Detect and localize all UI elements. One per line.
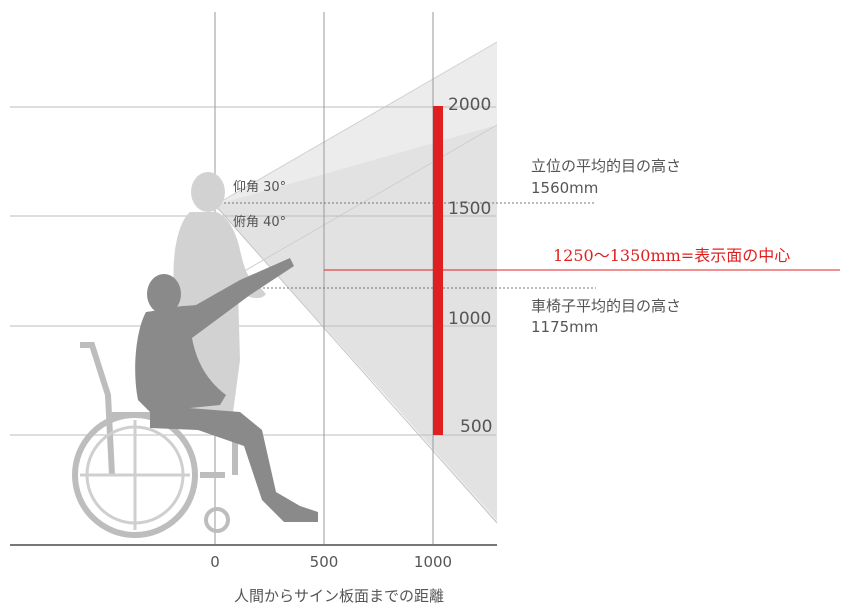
elevation-ray bbox=[214, 41, 498, 206]
x-tick-0: 0 bbox=[210, 553, 220, 571]
y-tick-1000: 1000 bbox=[448, 309, 491, 329]
y-tick-500: 500 bbox=[460, 417, 492, 437]
elevation-angle-label: 仰角 30° bbox=[233, 180, 286, 195]
wheelchair-eye-height-value: 1175mm bbox=[531, 318, 598, 336]
wheelchair-ray bbox=[214, 124, 498, 289]
standing-eye-height-value: 1560mm bbox=[531, 179, 598, 197]
y-tick-2000: 2000 bbox=[448, 95, 491, 115]
wheelchair-user-icon bbox=[72, 258, 318, 538]
depression-cone-upper bbox=[215, 125, 497, 520]
x-tick-500: 500 bbox=[310, 553, 339, 571]
standing-eye-height-title: 立位の平均的目の高さ bbox=[531, 157, 681, 175]
x-tick-1000: 1000 bbox=[414, 553, 452, 571]
depression-angle-label: 俯角 40° bbox=[233, 214, 286, 230]
sign-center-range-label: 1250～1350mm=表示面の中心 bbox=[553, 246, 790, 265]
wheelchair-eye-height-title: 車椅子平均的目の高さ bbox=[531, 297, 681, 315]
depression-ray bbox=[214, 204, 498, 524]
x-axis-caption: 人間からサイン板面までの距離 bbox=[234, 587, 444, 605]
y-tick-1500: 1500 bbox=[448, 199, 491, 219]
